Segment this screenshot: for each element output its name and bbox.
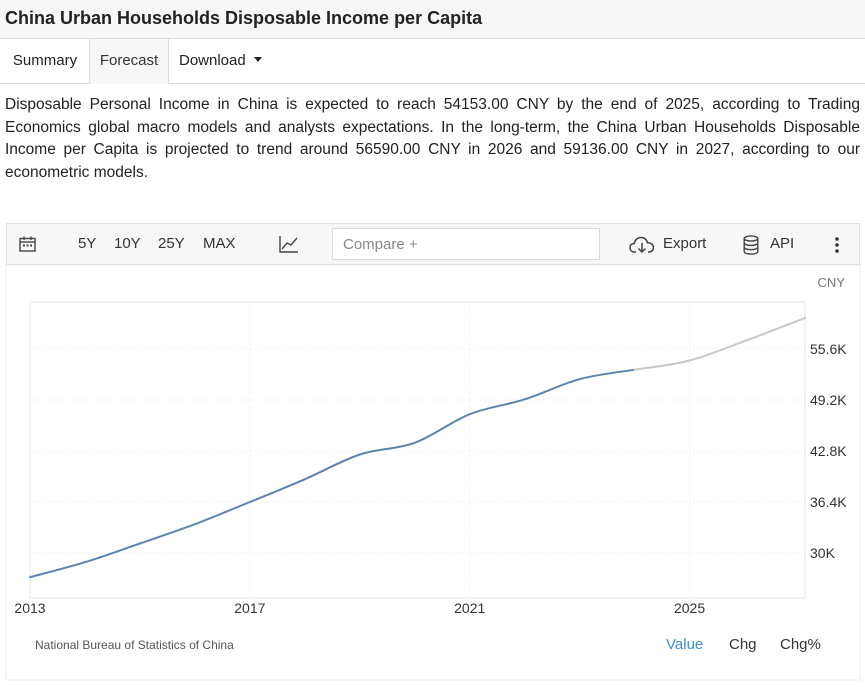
source-label: National Bureau of Statistics of China (35, 638, 234, 652)
series (29, 316, 806, 579)
y-tick-label: 55.6K (810, 341, 847, 357)
line-chart-icon[interactable] (279, 235, 299, 253)
axis-labels: 30K 36.4K 42.8K 49.2K 55.6K 2013 2017 2021 2025 (14, 341, 847, 616)
forecast-description: Disposable Personal Income in China is e… (5, 96, 860, 181)
x-tick-label: 2025 (674, 600, 705, 616)
value-mode-button[interactable]: Value (666, 636, 704, 653)
chart-toolbar: 5Y 10Y 25Y MAX Export API (6, 223, 860, 265)
x-tick-label: 2013 (14, 600, 45, 616)
y-tick-label: 42.8K (810, 443, 847, 459)
title-bar: China Urban Households Disposable Income… (0, 0, 865, 39)
page-title: China Urban Households Disposable Income… (5, 8, 483, 28)
tab-download-label: Download (179, 52, 246, 69)
tab-summary[interactable]: Summary (12, 52, 78, 69)
cloud-download-icon[interactable] (629, 236, 655, 254)
tab-download[interactable]: Download (170, 39, 270, 83)
y-tick-label: 30K (810, 545, 836, 561)
calendar-icon[interactable] (19, 236, 36, 252)
chart-area: CNY 30K 36.4K 42.8K 49.2K 55.6K 2013 2017 2021 2… (0, 264, 865, 682)
api-button[interactable]: API (770, 235, 795, 252)
actual-series-line (29, 368, 636, 579)
more-vertical-icon[interactable] (833, 236, 841, 254)
y-axis-unit: CNY (818, 275, 846, 290)
export-button[interactable]: Export (663, 235, 707, 252)
range-5y-button[interactable]: 5Y (78, 235, 97, 252)
chg-pct-mode-button[interactable]: Chg% (780, 636, 821, 653)
compare-input[interactable] (332, 228, 600, 260)
x-tick-label: 2021 (454, 600, 485, 616)
range-max-button[interactable]: MAX (203, 235, 236, 252)
caret-down-icon (253, 57, 262, 63)
tab-bar: Summary Forecast Download (0, 39, 865, 84)
x-tick-label: 2017 (234, 600, 265, 616)
range-25y-button[interactable]: 25Y (158, 235, 185, 252)
plot-border (29, 301, 806, 599)
tab-forecast[interactable]: Forecast (89, 39, 169, 84)
chart-frame (5, 264, 861, 681)
forecast-series-line (633, 316, 806, 371)
grid (29, 301, 806, 599)
y-tick-label: 36.4K (810, 494, 847, 510)
y-tick-label: 49.2K (810, 392, 847, 408)
chg-mode-button[interactable]: Chg (729, 636, 757, 653)
line-chart: CNY 30K 36.4K 42.8K 49.2K 55.6K 2013 2017 2021 2… (5, 264, 861, 681)
database-icon[interactable] (743, 235, 759, 255)
range-10y-button[interactable]: 10Y (114, 235, 141, 252)
